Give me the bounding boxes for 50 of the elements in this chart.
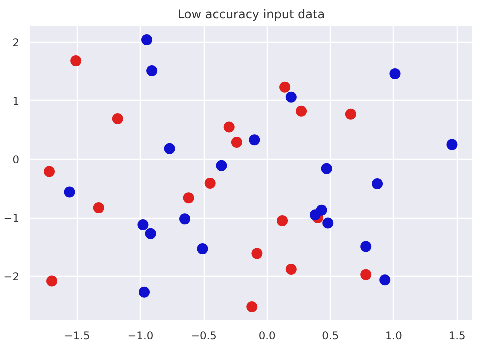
x-tick-label: −0.5 (191, 330, 217, 342)
point (280, 82, 291, 93)
point (142, 34, 153, 46)
point (446, 139, 458, 150)
x-tick-label: 0.0 (258, 330, 276, 342)
point (64, 186, 76, 198)
y-tick-label: 1 (12, 94, 20, 108)
point (322, 218, 334, 229)
point (183, 192, 194, 204)
point (70, 56, 82, 67)
point (180, 214, 191, 225)
point (345, 108, 356, 120)
point (390, 68, 401, 80)
point (216, 160, 228, 172)
point (224, 122, 235, 133)
point (296, 106, 308, 117)
x-tick-label: 1.5 (448, 330, 466, 342)
point (246, 302, 258, 313)
y-tick-label: −2 (4, 270, 20, 284)
point (252, 248, 263, 260)
point (138, 286, 150, 298)
y-tick-label: −1 (4, 212, 20, 226)
point (380, 274, 391, 286)
point (372, 178, 384, 190)
point (164, 143, 176, 154)
point (197, 244, 208, 255)
point (46, 276, 58, 287)
x-tick-label: 1.0 (386, 330, 403, 342)
point (112, 114, 124, 125)
x-tick-label: −1.5 (64, 330, 90, 342)
point (321, 163, 332, 174)
point (231, 136, 242, 148)
y-tick-label: 2 (12, 36, 20, 50)
point (93, 202, 104, 214)
chart-title: Low accuracy input data (178, 8, 326, 22)
point (286, 264, 297, 276)
point (44, 166, 55, 178)
y-tick-label: 0 (12, 153, 20, 166)
x-tick-label: −1.0 (128, 330, 154, 342)
point (204, 178, 216, 189)
point (277, 215, 288, 226)
point (138, 220, 149, 231)
point (360, 241, 372, 252)
point (145, 228, 156, 240)
point (286, 92, 297, 103)
point (249, 134, 260, 146)
x-tick-label: 0.5 (322, 330, 340, 342)
point (360, 269, 372, 280)
point (310, 210, 321, 221)
point (146, 66, 158, 76)
